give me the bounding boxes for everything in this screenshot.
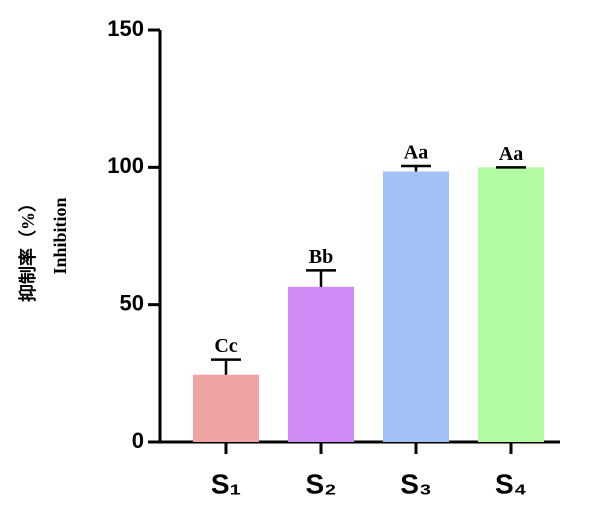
- error-bar: [401, 164, 431, 172]
- y-axis-label: 抑制率（%）: [17, 194, 38, 302]
- y-tick-label: 50: [120, 290, 144, 315]
- bar: [383, 171, 449, 442]
- y-tick-label: 150: [107, 16, 144, 41]
- bar: [193, 374, 259, 442]
- annotation: Aa: [404, 142, 428, 164]
- x-tick-label: S₄: [495, 468, 527, 499]
- bar: [478, 167, 544, 443]
- annotation: Aa: [499, 143, 523, 165]
- error-bar: [211, 358, 241, 375]
- annotation: Bb: [309, 246, 333, 268]
- x-tick-label: S₁: [211, 468, 241, 499]
- y-axis-label: Inhibition: [50, 197, 70, 274]
- y-tick-label: 0: [132, 428, 144, 453]
- annotation: Cc: [214, 335, 237, 357]
- error-bar: [306, 269, 336, 287]
- y-tick-label: 100: [107, 153, 144, 178]
- bar: [288, 286, 354, 442]
- x-tick-label: S₃: [400, 468, 432, 499]
- x-tick-label: S₂: [305, 468, 336, 499]
